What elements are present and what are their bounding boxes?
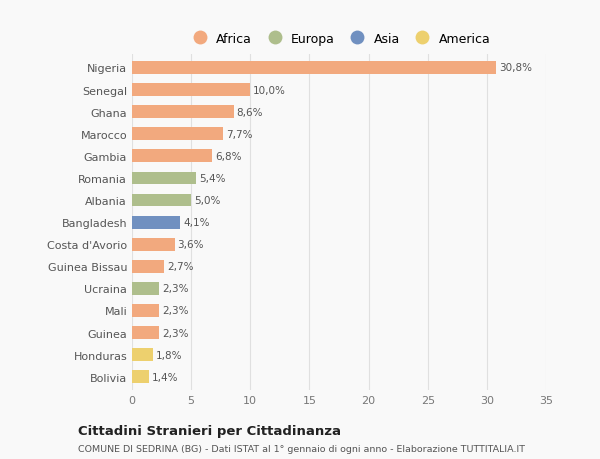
Bar — [132, 238, 175, 251]
Text: 2,3%: 2,3% — [162, 306, 188, 316]
Text: 8,6%: 8,6% — [236, 107, 263, 118]
Text: 5,0%: 5,0% — [194, 196, 220, 206]
Bar — [132, 370, 149, 383]
Legend: Africa, Europa, Asia, America: Africa, Europa, Asia, America — [182, 28, 496, 51]
Text: 4,1%: 4,1% — [184, 218, 210, 228]
Bar — [132, 128, 223, 141]
Text: 2,7%: 2,7% — [167, 262, 193, 272]
Text: Cittadini Stranieri per Cittadinanza: Cittadini Stranieri per Cittadinanza — [78, 424, 341, 437]
Text: 1,4%: 1,4% — [152, 372, 178, 382]
Text: 2,3%: 2,3% — [162, 328, 188, 338]
Bar — [132, 106, 234, 119]
Bar — [132, 84, 250, 97]
Bar — [132, 62, 496, 75]
Bar — [132, 150, 212, 163]
Bar — [132, 194, 191, 207]
Text: COMUNE DI SEDRINA (BG) - Dati ISTAT al 1° gennaio di ogni anno - Elaborazione TU: COMUNE DI SEDRINA (BG) - Dati ISTAT al 1… — [78, 444, 525, 453]
Bar — [132, 348, 153, 361]
Bar — [132, 172, 196, 185]
Bar — [132, 216, 181, 229]
Bar — [132, 304, 159, 317]
Text: 7,7%: 7,7% — [226, 129, 253, 140]
Text: 3,6%: 3,6% — [178, 240, 204, 250]
Text: 2,3%: 2,3% — [162, 284, 188, 294]
Text: 6,8%: 6,8% — [215, 151, 242, 162]
Text: 10,0%: 10,0% — [253, 85, 286, 95]
Bar — [132, 282, 159, 295]
Text: 30,8%: 30,8% — [499, 63, 532, 73]
Text: 5,4%: 5,4% — [199, 174, 226, 184]
Bar — [132, 260, 164, 273]
Bar — [132, 326, 159, 339]
Text: 1,8%: 1,8% — [156, 350, 183, 360]
